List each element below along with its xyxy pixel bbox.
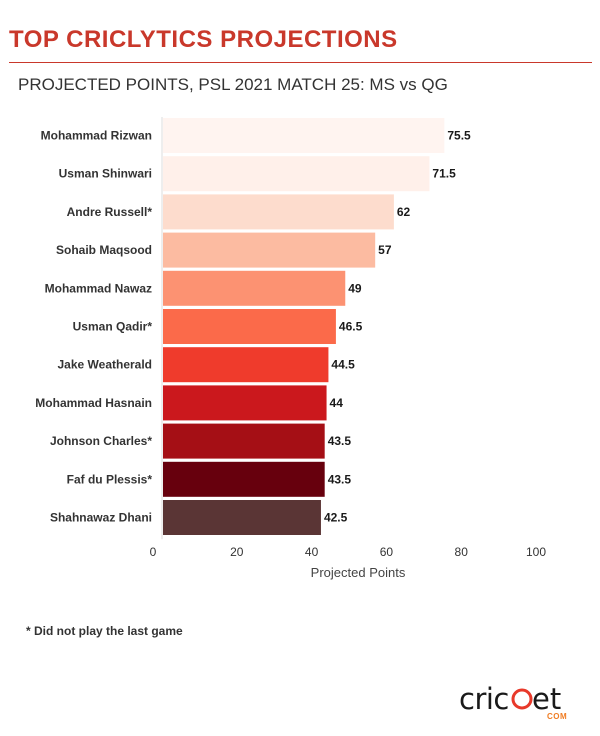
category-label: Sohaib Maqsood <box>56 243 152 257</box>
category-label: Jake Weatherald <box>58 358 153 372</box>
svg-text:et: et <box>532 683 561 716</box>
data-label: 49 <box>348 281 362 295</box>
cricket-logo-mark: cric et <box>459 682 561 716</box>
category-label: Usman Shinwari <box>59 167 152 181</box>
x-tick-label: 20 <box>230 545 244 559</box>
bar <box>163 118 445 153</box>
category-label: Faf du Plessis* <box>67 472 153 486</box>
category-label: Mohammad Hasnain <box>35 396 152 410</box>
x-tick-label: 0 <box>150 545 157 559</box>
data-label: 42.5 <box>324 511 348 525</box>
data-label: 43.5 <box>328 434 352 448</box>
title-divider <box>9 62 592 63</box>
page-title: TOP CRICLYTICS PROJECTIONS <box>9 26 398 53</box>
bar <box>163 194 394 230</box>
data-label: 62 <box>397 205 411 219</box>
bar <box>163 500 321 535</box>
category-label: Andre Russell* <box>67 205 153 219</box>
category-label: Mohammad Rizwan <box>41 129 152 143</box>
category-label: Usman Qadir* <box>73 320 153 334</box>
category-label: Shahnawaz Dhani <box>50 511 152 525</box>
data-label: 57 <box>378 243 392 257</box>
bar <box>163 232 376 268</box>
footnote: * Did not play the last game <box>26 624 183 638</box>
data-label: 71.5 <box>432 167 456 181</box>
bar <box>163 309 336 344</box>
bar <box>163 423 325 459</box>
logo-suffix: COM <box>547 712 568 721</box>
x-tick-label: 40 <box>305 545 319 559</box>
x-tick-label: 80 <box>455 545 469 559</box>
data-label: 44.5 <box>331 358 355 372</box>
bar <box>163 385 327 421</box>
cricket-com-logo: cric et COM <box>459 682 575 723</box>
x-tick-label: 100 <box>526 545 546 559</box>
bar <box>163 461 325 497</box>
category-label: Johnson Charles* <box>50 434 152 448</box>
bar <box>163 347 329 383</box>
x-axis-title: Projected Points <box>311 565 406 580</box>
data-label: 44 <box>330 396 344 410</box>
svg-text:cric: cric <box>459 683 509 716</box>
bar <box>163 156 430 192</box>
category-label: Mohammad Nawaz <box>45 281 152 295</box>
data-label: 75.5 <box>447 129 471 143</box>
chart-subtitle: PROJECTED POINTS, PSL 2021 MATCH 25: MS … <box>18 75 448 94</box>
data-label: 43.5 <box>328 472 352 486</box>
bar <box>163 270 346 306</box>
x-tick-label: 60 <box>380 545 394 559</box>
bar-chart: Mohammad Rizwan 75.5 Usman Shinwari 71.5 And… <box>35 117 546 580</box>
data-label: 46.5 <box>339 320 363 334</box>
